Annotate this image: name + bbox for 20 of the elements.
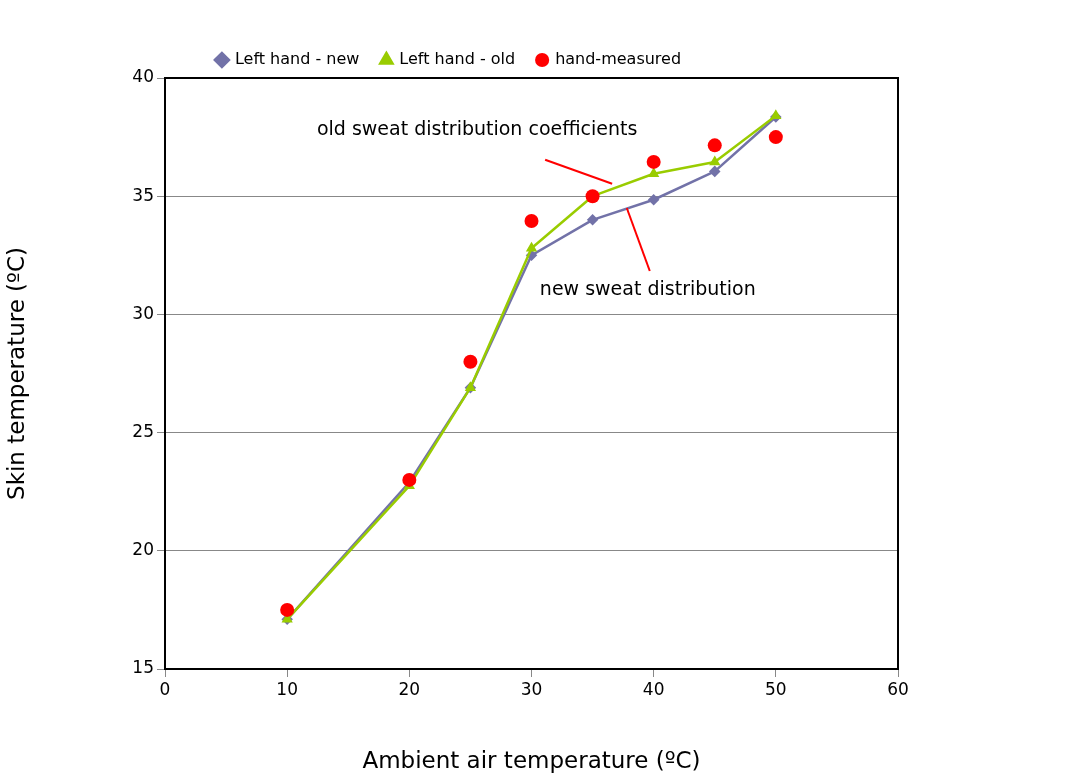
x-tick-label: 50 — [765, 678, 787, 699]
x-tick-label: 20 — [398, 678, 421, 699]
x-tick-label: 40 — [642, 678, 665, 699]
y-tick-label: 30 — [132, 302, 154, 323]
legend-label: Left hand - new — [234, 49, 360, 69]
annotation: old sweat distribution coefficients — [316, 116, 638, 139]
y-tick-label: 20 — [132, 539, 154, 560]
legend-label: Left hand - old — [399, 49, 516, 69]
x-tick-label: 30 — [520, 678, 543, 699]
y-tick-label: 15 — [132, 657, 154, 678]
y-axis-title: Skin temperature (ºC) — [2, 247, 29, 500]
annotation: new sweat distribution — [539, 276, 756, 299]
y-tick-label: 25 — [132, 421, 154, 442]
x-tick-label: 60 — [887, 678, 909, 699]
x-tick-label: 10 — [276, 678, 298, 699]
y-tick-label: 35 — [132, 184, 154, 205]
x-axis-title: Ambient air temperature (ºC) — [362, 747, 701, 774]
x-tick-label: 0 — [159, 678, 171, 699]
y-tick-label: 40 — [132, 66, 154, 87]
legend-label: hand-measured — [555, 49, 682, 69]
